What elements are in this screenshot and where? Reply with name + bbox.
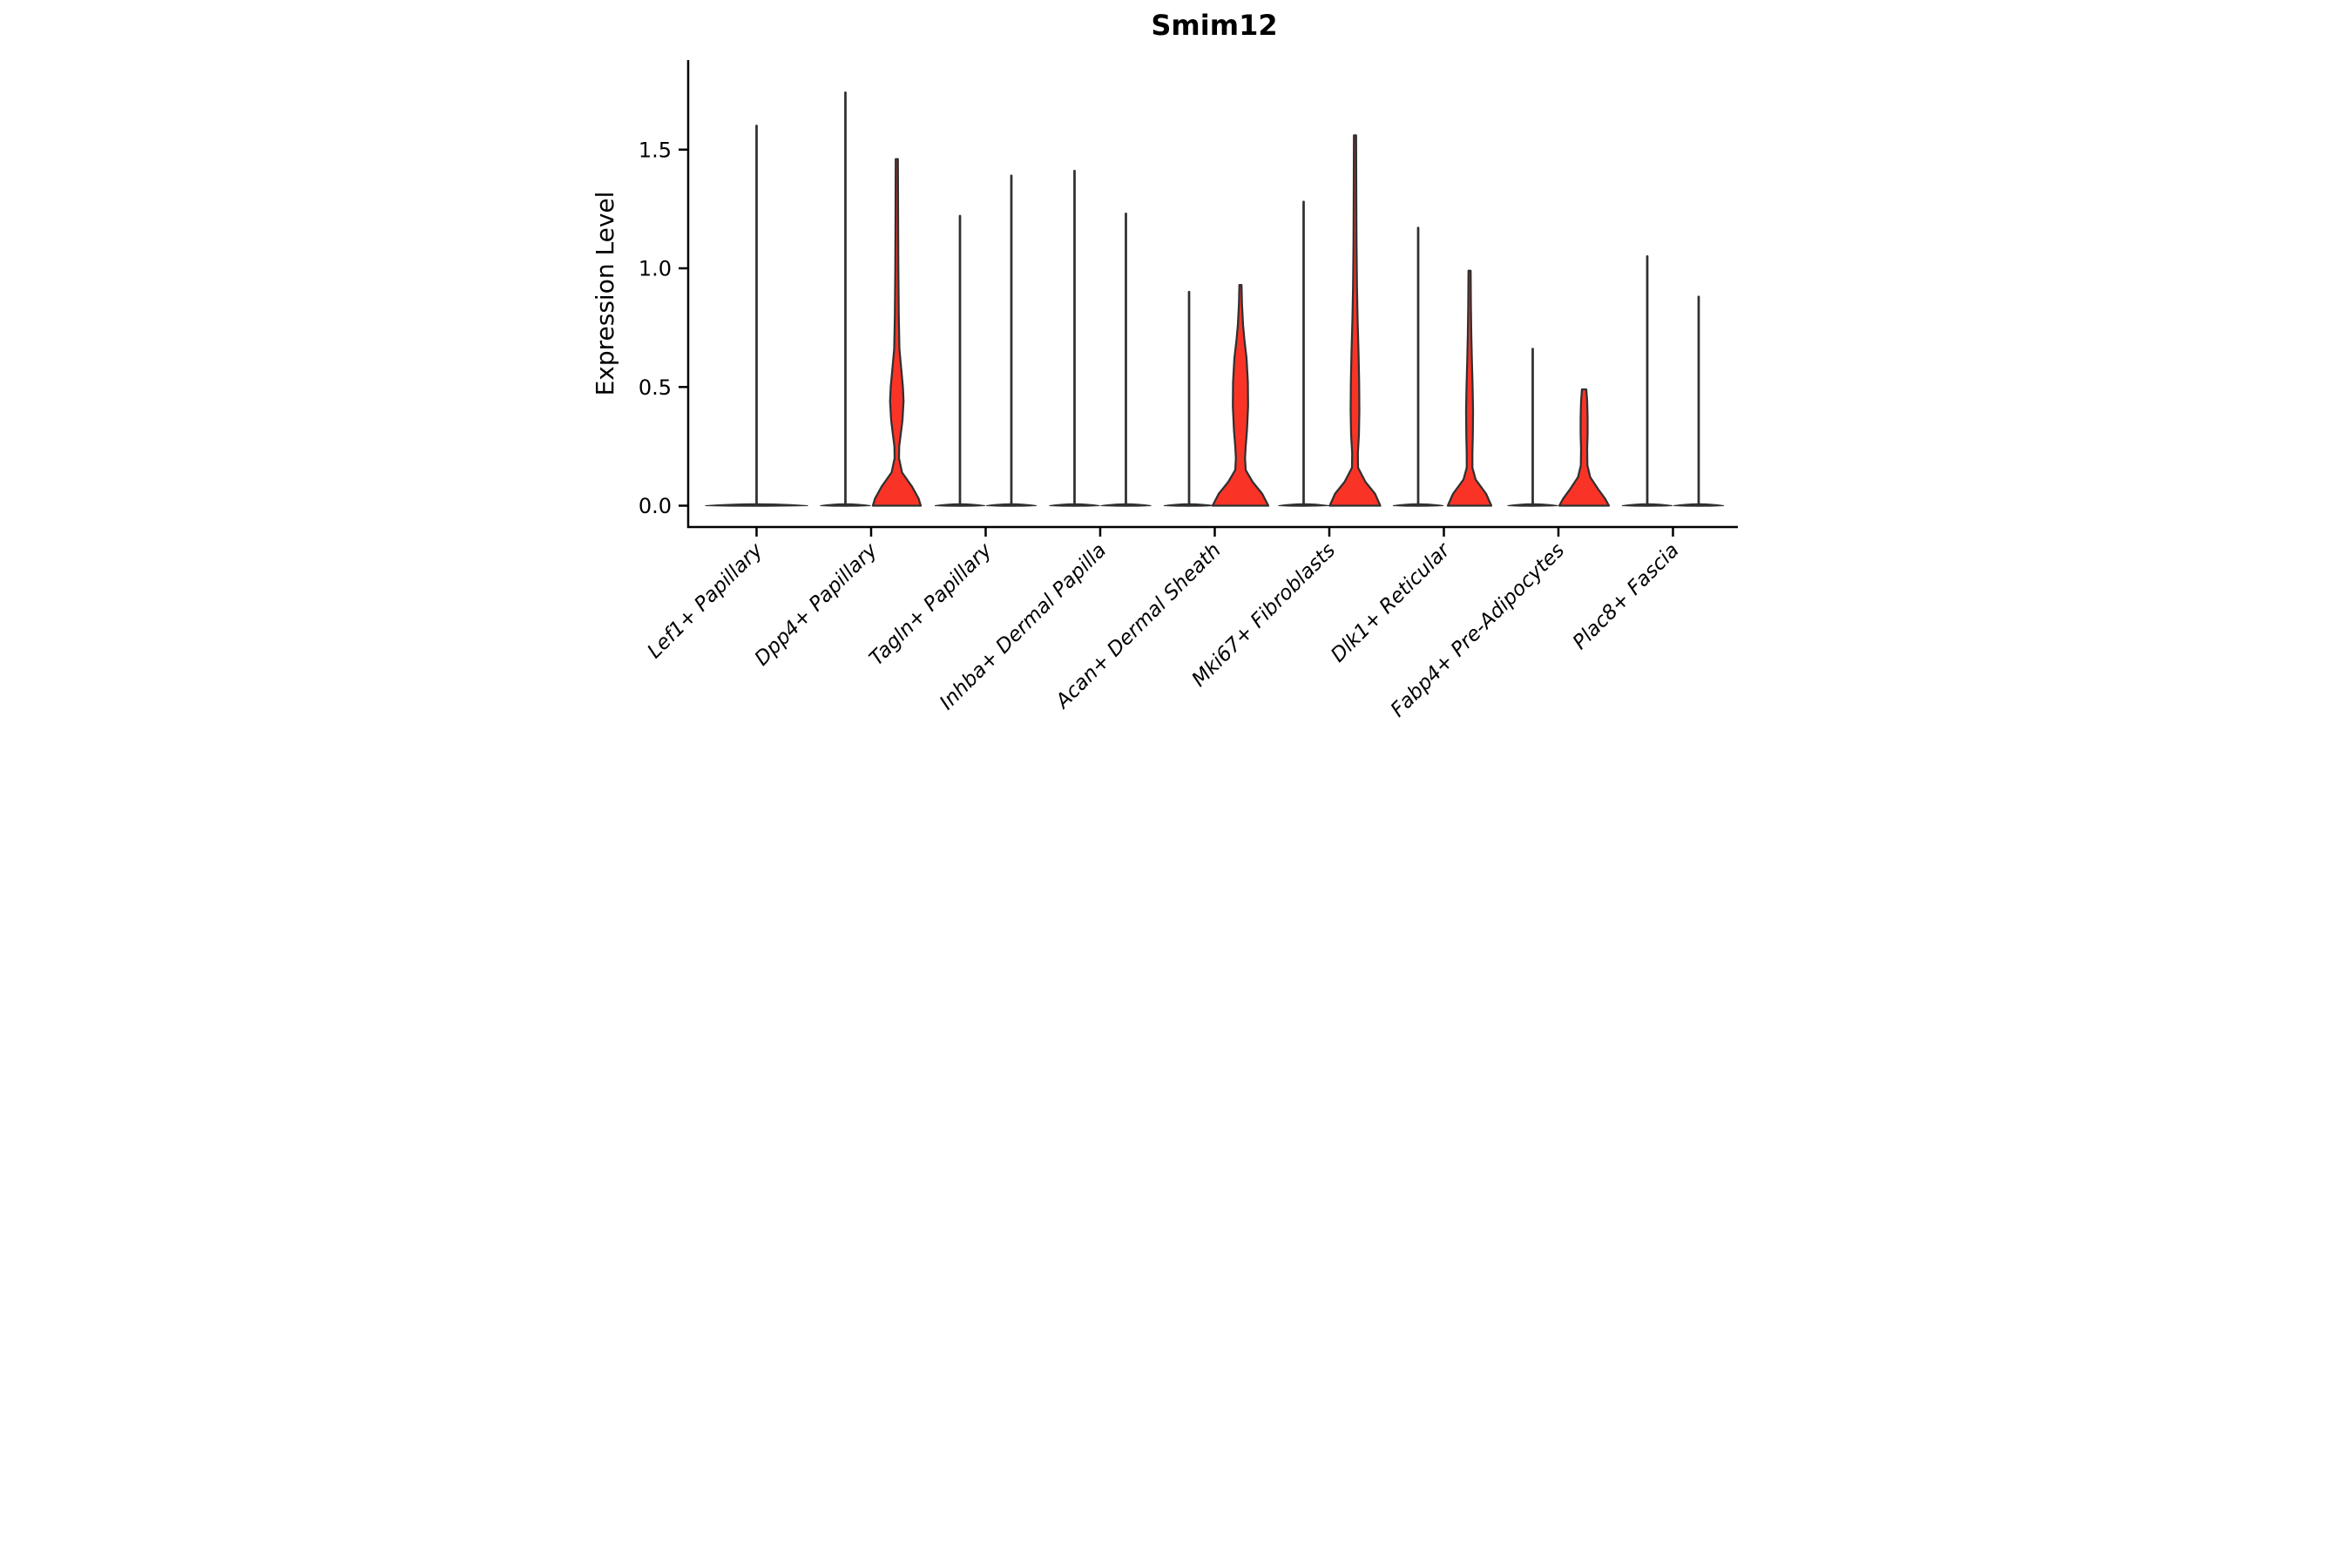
y-axis-ticks: 0.0 0.5 1.0 1.5	[639, 138, 688, 518]
y-tick-label-0: 0.0	[639, 494, 672, 518]
violin-4-right	[1211, 283, 1270, 507]
violin-5-right	[1328, 134, 1382, 507]
x-tick-label-1: Dpp4+ Papillary	[751, 539, 882, 671]
violin-1-right	[871, 158, 923, 507]
y-tick-label-1: 0.5	[639, 375, 672, 400]
x-tick-label-6: Dlk1+ Reticular	[1327, 538, 1456, 667]
y-tick-label-2: 1.0	[639, 257, 672, 281]
y-axis-label: Expression Level	[591, 192, 619, 396]
x-tick-label-0: Lef1+ Papillary	[643, 539, 767, 664]
violin-7-right	[1558, 388, 1611, 507]
violin-plot-figure: Smim12 Expression Level 0.0 0.5 1.0 1.5 Lef…	[588, 0, 1764, 784]
violin-6-right	[1446, 269, 1493, 507]
axes	[686, 60, 1738, 529]
x-tick-label-2: Tagln+ Papillary	[865, 539, 997, 671]
violin-plot-canvas: Smim12 Expression Level 0.0 0.5 1.0 1.5 Lef…	[588, 0, 1764, 784]
x-tick-label-8: Plac8+ Fascia	[1569, 539, 1684, 654]
axis-spines	[686, 60, 1738, 529]
violins-group	[705, 91, 1725, 507]
y-tick-label-3: 1.5	[639, 138, 672, 162]
chart-title: Smim12	[1151, 9, 1277, 42]
